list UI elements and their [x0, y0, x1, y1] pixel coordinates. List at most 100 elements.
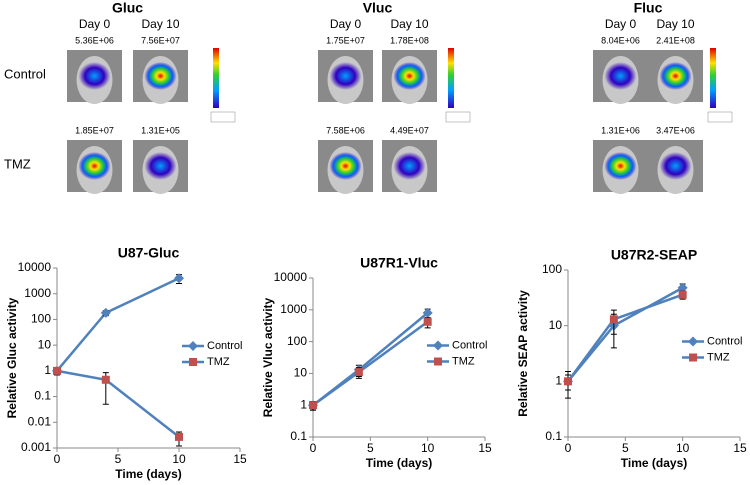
y-tick-label: 100	[31, 312, 51, 326]
signal-blob	[78, 152, 111, 180]
signal-value: 1.75E+07	[326, 35, 365, 45]
x-axis-label: Time (days)	[366, 456, 432, 470]
x-tick-label: 15	[478, 441, 492, 455]
signal-blob	[329, 62, 362, 90]
signal-value: 8.04E+06	[601, 35, 640, 45]
legend-label: Control	[452, 339, 487, 351]
legend-marker	[434, 357, 442, 366]
signal-blob	[604, 62, 637, 90]
x-tick-label: 15	[233, 452, 247, 466]
y-tick-label: 100	[542, 262, 562, 276]
y-tick-label: 10	[294, 366, 308, 380]
column-label: Day 10	[390, 17, 428, 31]
column-label: Day 0	[79, 17, 111, 31]
x-tick-label: 10	[172, 452, 186, 466]
signal-blob	[78, 62, 111, 90]
y-axis-label: Relative SEAP activity	[516, 290, 530, 417]
signal-blob	[144, 152, 177, 180]
y-tick-label: 10	[38, 337, 52, 351]
series-line	[56, 369, 180, 438]
legend-marker	[433, 340, 443, 351]
chart-title: U87R2-SEAP	[611, 247, 697, 263]
marker	[678, 290, 687, 299]
y-tick-label: 1	[300, 397, 307, 411]
column-label: Day 10	[141, 17, 179, 31]
x-tick-label: 5	[115, 452, 122, 466]
legend-marker	[189, 358, 197, 366]
signal-value: 7.56E+07	[141, 35, 180, 45]
panel-title: Vluc	[363, 0, 393, 16]
color-scale-box	[210, 111, 236, 123]
y-tick-label: 100	[287, 334, 307, 348]
y-tick-label: 10000	[274, 270, 308, 284]
legend-label: TMZ	[207, 356, 230, 368]
x-tick-label: 10	[676, 441, 690, 455]
signal-value: 3.47E+06	[656, 125, 695, 135]
signal-value: 2.41E+08	[656, 35, 695, 45]
column-label: Day 10	[656, 17, 694, 31]
signal-blob	[144, 62, 177, 90]
y-tick-label: 0.1	[290, 429, 307, 443]
row-label: Control	[4, 66, 46, 81]
y-tick-label: 1	[555, 374, 562, 388]
series-line	[312, 320, 429, 407]
column-label: Day 0	[605, 17, 637, 31]
y-tick-label: 1	[44, 363, 51, 377]
marker	[564, 377, 572, 386]
signal-value: 4.49E+07	[390, 125, 429, 135]
marker	[309, 401, 317, 410]
legend-label: Control	[207, 340, 242, 352]
legend-marker	[689, 353, 697, 362]
marker	[101, 375, 110, 384]
y-tick-label: 0.001	[21, 440, 51, 454]
signal-value: 1.31E+05	[141, 125, 180, 135]
color-scale	[710, 48, 716, 108]
signal-blob	[393, 152, 426, 180]
x-axis-label: Time (days)	[115, 467, 181, 481]
marker	[100, 307, 111, 318]
panel-title: Fluc	[634, 0, 663, 16]
y-axis-label: Relative Gluc activity	[5, 297, 19, 418]
marker	[609, 315, 618, 324]
series-line	[566, 293, 684, 383]
x-tick-label: 10	[421, 441, 435, 455]
chart-title: U87-Gluc	[118, 245, 180, 261]
marker	[53, 366, 61, 375]
color-scale	[213, 48, 219, 108]
marker	[354, 368, 363, 377]
panel-title: Gluc	[112, 0, 143, 16]
y-axis-label: Relative Vluc activity	[261, 297, 275, 417]
marker	[422, 307, 433, 318]
marker	[423, 317, 432, 326]
signal-value: 5.36E+06	[75, 35, 114, 45]
signal-blob	[659, 62, 692, 90]
signal-blob	[393, 62, 426, 90]
color-scale-box	[445, 111, 471, 123]
y-tick-label: 0.1	[545, 429, 562, 443]
y-tick-label: 1000	[24, 286, 51, 300]
signal-value: 1.31E+06	[601, 125, 640, 135]
legend-label: TMZ	[452, 355, 475, 367]
legend-marker	[188, 341, 198, 351]
x-tick-label: 0	[54, 452, 61, 466]
x-tick-label: 15	[733, 441, 747, 455]
signal-blob	[659, 152, 692, 180]
marker	[677, 282, 688, 293]
x-tick-label: 0	[310, 441, 317, 455]
column-label: Day 0	[330, 17, 362, 31]
y-tick-label: 0.01	[28, 414, 52, 428]
y-tick-label: 1000	[280, 302, 307, 316]
x-tick-label: 5	[367, 441, 374, 455]
signal-value: 7.58E+06	[326, 125, 365, 135]
legend-marker	[688, 336, 698, 347]
marker	[174, 273, 184, 284]
signal-value: 1.78E+08	[390, 35, 429, 45]
legend-label: TMZ	[707, 351, 730, 363]
chart-title: U87R1-Vluc	[360, 255, 438, 271]
x-tick-label: 5	[622, 441, 629, 455]
x-axis-label: Time (days)	[621, 456, 687, 470]
color-scale	[448, 48, 454, 108]
y-tick-label: 10	[549, 318, 563, 332]
